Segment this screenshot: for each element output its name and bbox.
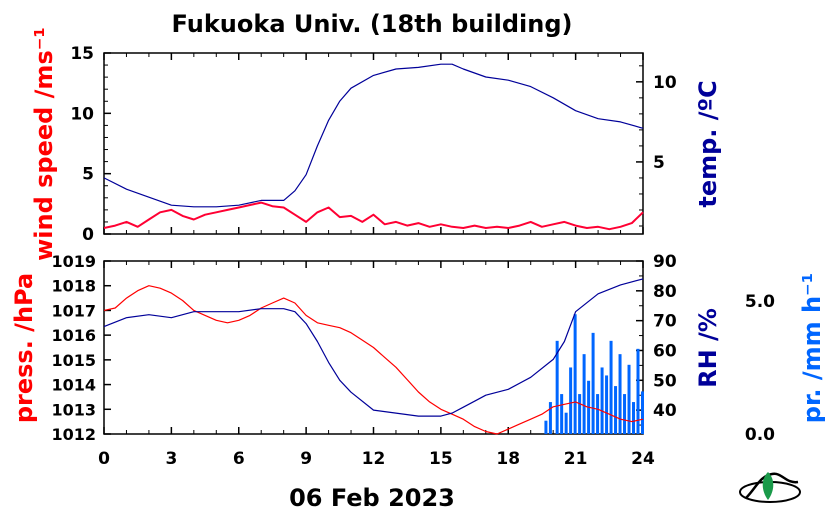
x-tick-label: 24 [631, 449, 655, 469]
x-tick-label: 3 [165, 449, 177, 469]
temp-axis-label: temp. /ºC [694, 80, 722, 207]
precip-bar [582, 354, 586, 434]
x-tick-label: 21 [564, 449, 588, 469]
x-tick-label: 18 [496, 449, 520, 469]
wind-tick-label: 5 [82, 165, 94, 185]
rh-tick-label: 40 [653, 401, 677, 421]
precip-bar [605, 375, 609, 434]
precip-bar [627, 364, 631, 434]
x-tick-label: 12 [362, 449, 386, 469]
precip-bar [596, 394, 600, 434]
precip-bar [609, 340, 613, 434]
precip-bar [641, 391, 644, 434]
pressure-tick-label: 1017 [51, 301, 96, 320]
pressure-tick-label: 1014 [51, 376, 96, 395]
pressure-tick-label: 1012 [51, 425, 96, 444]
precip-bar [564, 412, 568, 434]
precip-tick-label: 0.0 [745, 425, 775, 445]
x-tick-label: 9 [300, 449, 312, 469]
precip-bar [578, 394, 582, 434]
precip-bar [555, 340, 559, 434]
pressure-tick-label: 1016 [51, 326, 96, 345]
wind-tick-label: 10 [70, 104, 94, 124]
humidity-line [103, 278, 644, 417]
precip-bar [548, 402, 552, 434]
temperature-line [103, 63, 644, 208]
x-tick-label: 15 [429, 449, 453, 469]
wind-tick-label: 15 [70, 44, 94, 64]
precip-bar [623, 394, 627, 434]
pressure-tick-label: 1018 [51, 277, 96, 296]
chart-title: Fukuoka Univ. (18th building) [172, 10, 573, 38]
rh-tick-label: 50 [653, 371, 677, 391]
x-tick-label: 6 [233, 449, 245, 469]
precip-tick-label: 5.0 [745, 292, 775, 312]
university-logo [739, 472, 801, 503]
rh-tick-label: 60 [653, 341, 677, 361]
precip-bar [614, 386, 618, 434]
temp-tick-label: 5 [653, 153, 665, 173]
precip-bar [569, 367, 573, 434]
pressure-line [103, 285, 644, 435]
rh-axis-label: RH /% [694, 308, 722, 388]
pressure-axis-label: press. /hPa [10, 273, 38, 423]
rh-tick-label: 90 [653, 252, 677, 272]
rh-tick-label: 70 [653, 312, 677, 332]
precip-bar [618, 354, 622, 434]
wind-tick-label: 0 [82, 225, 94, 245]
precip-bar [573, 314, 577, 434]
temp-tick-label: 10 [653, 73, 677, 93]
precip-bar [544, 420, 548, 434]
precip-bar [591, 332, 595, 434]
x-tick-label: 0 [98, 449, 110, 469]
date-label: 06 Feb 2023 [289, 484, 455, 512]
pressure-tick-label: 1013 [51, 400, 96, 419]
precip-axis-label: pr. /mm h⁻¹ [798, 273, 826, 423]
wind-speed-line [103, 201, 644, 231]
precip-bar [600, 367, 604, 434]
precip-bar [632, 402, 636, 434]
wind-speed-axis-label: wind speed /ms⁻¹ [30, 27, 58, 261]
top-plot-frame [103, 52, 644, 235]
pressure-tick-label: 1015 [51, 351, 96, 370]
rh-tick-label: 80 [653, 282, 677, 302]
precip-bar [636, 348, 640, 434]
precip-bar [560, 394, 564, 434]
pressure-tick-label: 1019 [51, 252, 96, 271]
